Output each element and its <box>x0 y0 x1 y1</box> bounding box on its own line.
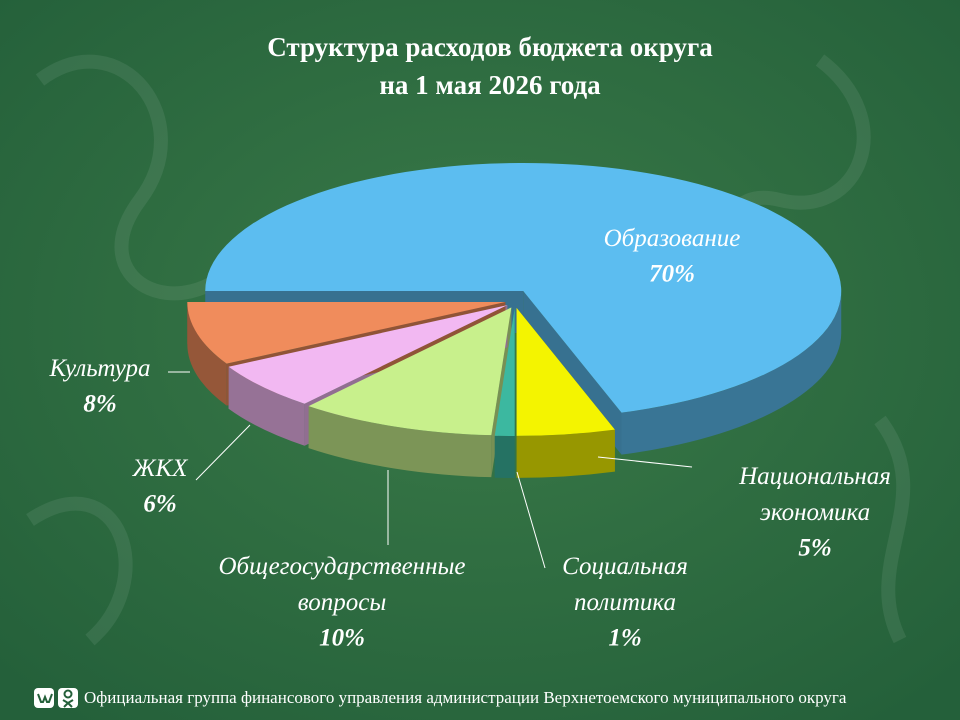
ornament <box>26 54 911 646</box>
label-line: вопросы <box>298 589 387 616</box>
slice <box>205 162 842 413</box>
slice-side <box>516 429 615 478</box>
slice <box>516 307 615 436</box>
slice <box>308 307 512 436</box>
label-line: политика <box>574 589 676 616</box>
slice-side <box>621 290 842 455</box>
label-line: Национальная <box>738 463 891 490</box>
slice <box>228 305 508 404</box>
slice-side <box>308 406 492 478</box>
chart-subtitle: на 1 мая 2026 года <box>379 70 601 100</box>
slice-side <box>228 366 305 446</box>
label-line: Социальная <box>562 553 688 580</box>
footer: Официальная группа финансового управлени… <box>84 688 847 707</box>
slice <box>494 307 515 436</box>
slice-side <box>187 301 227 406</box>
leader-line <box>195 424 251 481</box>
label-line: экономика <box>760 499 870 526</box>
slice-value-label: 1% <box>608 625 641 652</box>
leader-line <box>597 456 693 468</box>
leader-line <box>516 471 546 569</box>
slice-value-label: 8% <box>83 391 116 418</box>
slice-label: Национальная экономика <box>738 463 891 526</box>
label-line: Образование <box>604 225 741 252</box>
slice-value-label: 10% <box>319 625 365 652</box>
slice-value-label: 70% <box>649 261 695 288</box>
label-line: ЖКХ <box>132 455 190 482</box>
vk-glyph <box>37 693 53 703</box>
chart-title: Структура расходов бюджета округа <box>267 32 713 62</box>
pie <box>187 162 842 478</box>
labels: Образование 70% Национальная экономика 5% Соц… <box>48 225 890 652</box>
slice-value-label: 5% <box>798 535 831 562</box>
slice-label: ЖКХ <box>132 455 190 482</box>
label-line: Культура <box>48 355 150 382</box>
social-icons <box>34 688 78 708</box>
label-line: Общегосударственные <box>219 553 466 580</box>
ok-glyph <box>63 689 73 699</box>
slice-label: Культура <box>48 355 150 382</box>
slice-label: Образование <box>604 225 741 252</box>
slice <box>187 301 506 364</box>
slice-label: Общегосударственные вопросы <box>219 553 466 616</box>
ok-glyph <box>62 699 74 708</box>
slice-side <box>494 435 515 478</box>
slice-label: Социальная политика <box>562 553 688 616</box>
slice-value-label: 6% <box>143 491 176 518</box>
